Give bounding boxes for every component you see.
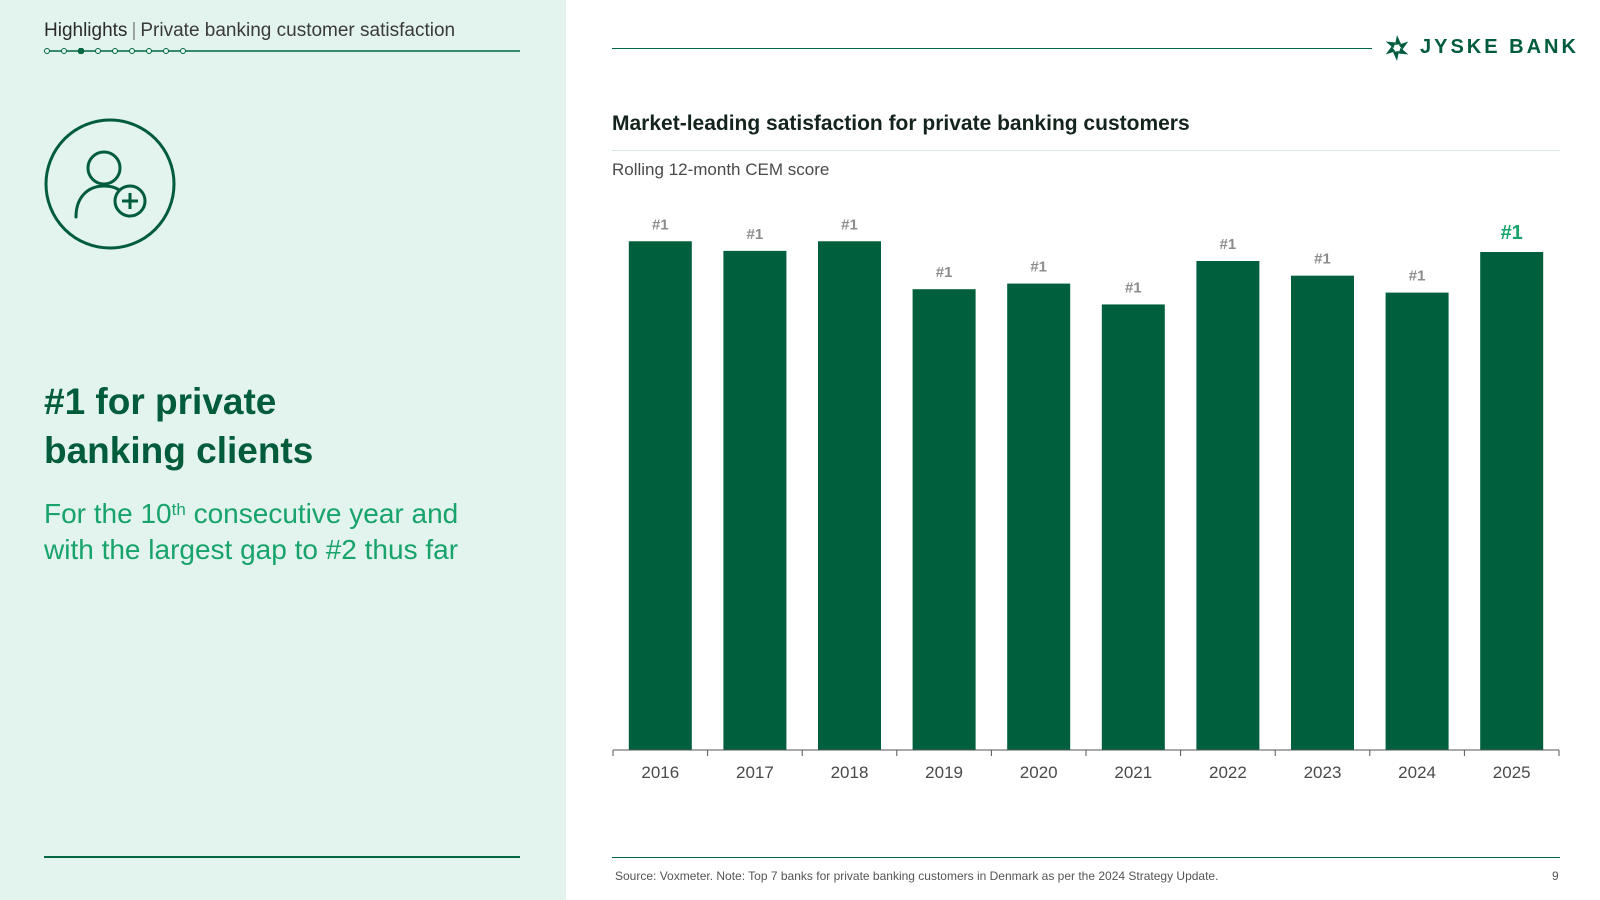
data-label-2025: #1 (1501, 222, 1523, 244)
hero-sub-a: For the 10 (44, 498, 172, 529)
hero-headline-line2: banking clients (44, 430, 314, 471)
left-divider (44, 856, 520, 858)
bar-2025 (1480, 251, 1544, 750)
jyske-bank-logo-icon (1385, 35, 1409, 61)
bar-2019 (912, 289, 976, 750)
hero-headline: #1 for private banking clients (44, 377, 313, 475)
bar-2016 (628, 241, 692, 750)
breadcrumb-progress (44, 48, 520, 54)
bar-2020 (1007, 283, 1071, 750)
brand-name: JYSKE BANK (1420, 36, 1579, 58)
breadcrumb-page: Private banking customer satisfaction (140, 20, 456, 41)
chart-title-rule (612, 150, 1560, 151)
hero-sub-sup: th (171, 500, 186, 519)
bar-2021 (1101, 304, 1165, 750)
bar-2023 (1291, 275, 1354, 750)
data-label-2017: #1 (747, 226, 764, 243)
footnote: Source: Voxmeter. Note: Top 7 banks for … (615, 869, 1219, 883)
user-add-icon (44, 118, 176, 250)
breadcrumb-separator: | (131, 20, 137, 41)
hero-sub-b: consecutive year and (185, 498, 459, 529)
data-label-2016: #1 (652, 216, 669, 233)
hero-subtitle: For the 10th consecutive year and with t… (44, 496, 458, 568)
bar-2022 (1196, 261, 1260, 750)
bar-2024 (1385, 292, 1449, 750)
data-label-2023: #1 (1314, 251, 1331, 268)
breadcrumb-section: Highlights (44, 20, 128, 41)
data-label-2021: #1 (1125, 279, 1142, 296)
x-tick-label-2025: 2025 (1493, 763, 1531, 782)
footer-rule (612, 857, 1560, 858)
breadcrumb: Highlights | Private banking customer sati… (44, 20, 455, 42)
x-tick-label-2023: 2023 (1304, 763, 1342, 782)
data-label-2019: #1 (936, 264, 953, 281)
data-label-2024: #1 (1409, 268, 1426, 285)
x-tick-label-2022: 2022 (1209, 763, 1247, 782)
header-rule (612, 48, 1372, 49)
chart-title: Market-leading satisfaction for private … (612, 112, 1190, 135)
x-tick-label-2020: 2020 (1020, 763, 1058, 782)
bar-2018 (818, 241, 881, 750)
x-tick-label-2024: 2024 (1398, 763, 1436, 782)
hero-headline-line1: #1 for private (44, 381, 277, 422)
x-tick-label-2019: 2019 (925, 763, 963, 782)
left-panel: Highlights | Private banking customer sati… (0, 0, 566, 900)
data-label-2022: #1 (1220, 236, 1237, 253)
bar-2017 (723, 250, 787, 751)
data-label-2020: #1 (1030, 259, 1047, 276)
hero-sub-line2: with the largest gap to #2 thus far (44, 534, 459, 565)
data-label-2018: #1 (841, 216, 858, 233)
x-tick-label-2017: 2017 (736, 763, 774, 782)
chart-subtitle: Rolling 12-month CEM score (612, 160, 830, 179)
x-tick-label-2016: 2016 (641, 763, 679, 782)
x-tick-label-2021: 2021 (1114, 763, 1152, 782)
x-tick-label-2018: 2018 (831, 763, 869, 782)
page-number: 9 (1552, 869, 1559, 883)
